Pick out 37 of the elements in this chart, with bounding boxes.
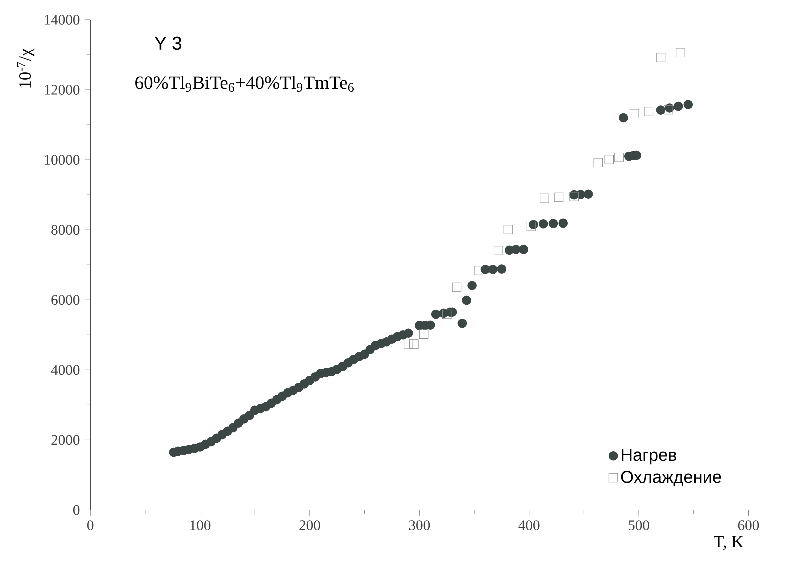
y-tick-label: 10000: [45, 155, 80, 165]
point: [419, 330, 429, 339]
x-tick-label: 100: [190, 520, 211, 530]
y-tick-label: 8000: [52, 225, 80, 235]
text: Y 3: [154, 36, 182, 50]
x-tick-label: 400: [518, 520, 540, 530]
y-tick-label: 14000: [45, 14, 80, 25]
point: [594, 158, 604, 168]
point: [526, 222, 536, 232]
point: [656, 53, 666, 62]
point: [494, 246, 504, 256]
point: [504, 225, 514, 234]
legend-label: Охлаждение: [621, 470, 722, 486]
point: [554, 192, 564, 202]
y-tick-label: 12000: [45, 85, 80, 95]
x-tick-label: 0: [88, 520, 94, 530]
point: [404, 340, 414, 350]
x-tick-label: 600: [738, 520, 760, 530]
point: [410, 340, 419, 349]
text: 60%Tl$_{9}$BiTe$_{6}$+40%Tl$_{9}$TmTe$_{6}$: [136, 76, 354, 92]
point: [452, 282, 462, 292]
x-tick-label: 500: [628, 520, 650, 530]
x-tick-label: 200: [300, 520, 320, 530]
y-tick-label: 4000: [51, 365, 80, 375]
point: [614, 152, 624, 162]
y-tick-label: 0: [74, 505, 80, 516]
point: [644, 106, 654, 116]
x-axis-title: T, K: [714, 536, 744, 550]
x-tick-label: 300: [409, 520, 430, 530]
y-tick-label: 2000: [52, 435, 80, 446]
point: [540, 194, 550, 204]
point: [604, 154, 614, 164]
point: [676, 48, 686, 58]
y-axis-title: 10$^{-7}$/χ: [17, 48, 35, 88]
point: [630, 109, 640, 118]
legend-label: Нагрев: [622, 449, 677, 465]
y-tick-label: 6000: [52, 295, 80, 305]
